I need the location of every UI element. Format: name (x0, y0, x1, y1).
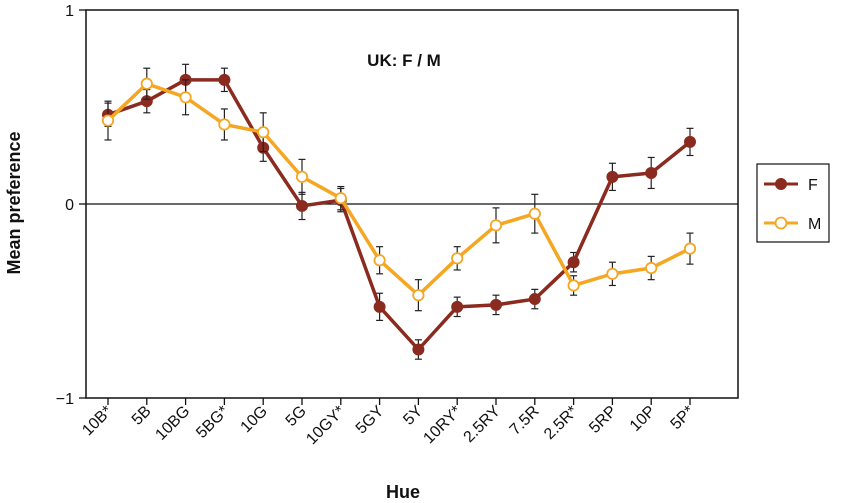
x-tick-label: 5BG* (193, 403, 232, 442)
data-point (373, 300, 386, 313)
x-tick-label: 10BG (152, 403, 193, 444)
x-tick-label: 5GY (353, 403, 388, 438)
x-tick-label: 10RY* (421, 403, 466, 448)
series-M (101, 67, 697, 312)
x-tick-label: 5Y (400, 403, 426, 429)
data-point (567, 256, 580, 269)
x-tick-label: 10G (238, 403, 271, 436)
legend-f-label: F (808, 177, 818, 194)
data-point (257, 126, 270, 139)
data-point (684, 135, 696, 148)
x-tick-label: 5B (129, 403, 155, 429)
x-tick-label: 5P* (668, 403, 698, 433)
x-tick-label: 10B* (79, 403, 116, 440)
y-axis: 1 0 −1 (56, 3, 86, 408)
series-F (102, 63, 696, 360)
data-point (645, 166, 658, 179)
series-line (106, 81, 691, 297)
y-tick-label: 1 (65, 3, 74, 20)
data-point (218, 73, 231, 86)
x-tick-label: 10GY* (303, 403, 348, 448)
legend-m-marker (774, 216, 788, 230)
data-point (645, 261, 658, 275)
data-point (179, 91, 192, 104)
y-tick-label: 0 (65, 197, 74, 214)
data-point (490, 298, 502, 311)
data-point (606, 267, 619, 280)
legend-f-marker (775, 178, 787, 190)
data-point (528, 293, 541, 306)
legend-m-label: M (808, 216, 821, 233)
data-point (412, 343, 425, 356)
data-point (528, 207, 541, 220)
x-axis-title: Hue (386, 482, 420, 502)
x-tick-label: 2.5R* (541, 403, 581, 443)
legend-box (756, 163, 830, 243)
data-point (606, 170, 619, 183)
x-tick-label: 7.5R (507, 403, 543, 439)
series-line (107, 78, 692, 352)
y-axis-title: Mean preference (4, 131, 24, 274)
data-point (489, 219, 503, 232)
data-point (295, 170, 309, 183)
legend: F M (756, 163, 830, 243)
data-point (334, 192, 347, 205)
x-tick-label: 2.5RY (461, 403, 504, 446)
x-tick-label: 5RP (586, 403, 620, 437)
data-point (373, 254, 386, 267)
x-tick-label: 5G (283, 403, 310, 430)
data-point (412, 289, 425, 302)
data-point (567, 279, 580, 292)
y-tick-label: −1 (56, 391, 74, 408)
data-point (451, 252, 464, 265)
series-layer (101, 63, 697, 360)
data-point (140, 77, 153, 90)
data-point (683, 242, 697, 255)
data-point (101, 114, 115, 127)
data-point (218, 118, 231, 131)
data-point (296, 199, 308, 212)
chart-annotation: UK: F / M (367, 51, 441, 70)
x-tick-label: 10P (627, 403, 659, 435)
data-point (451, 300, 464, 313)
